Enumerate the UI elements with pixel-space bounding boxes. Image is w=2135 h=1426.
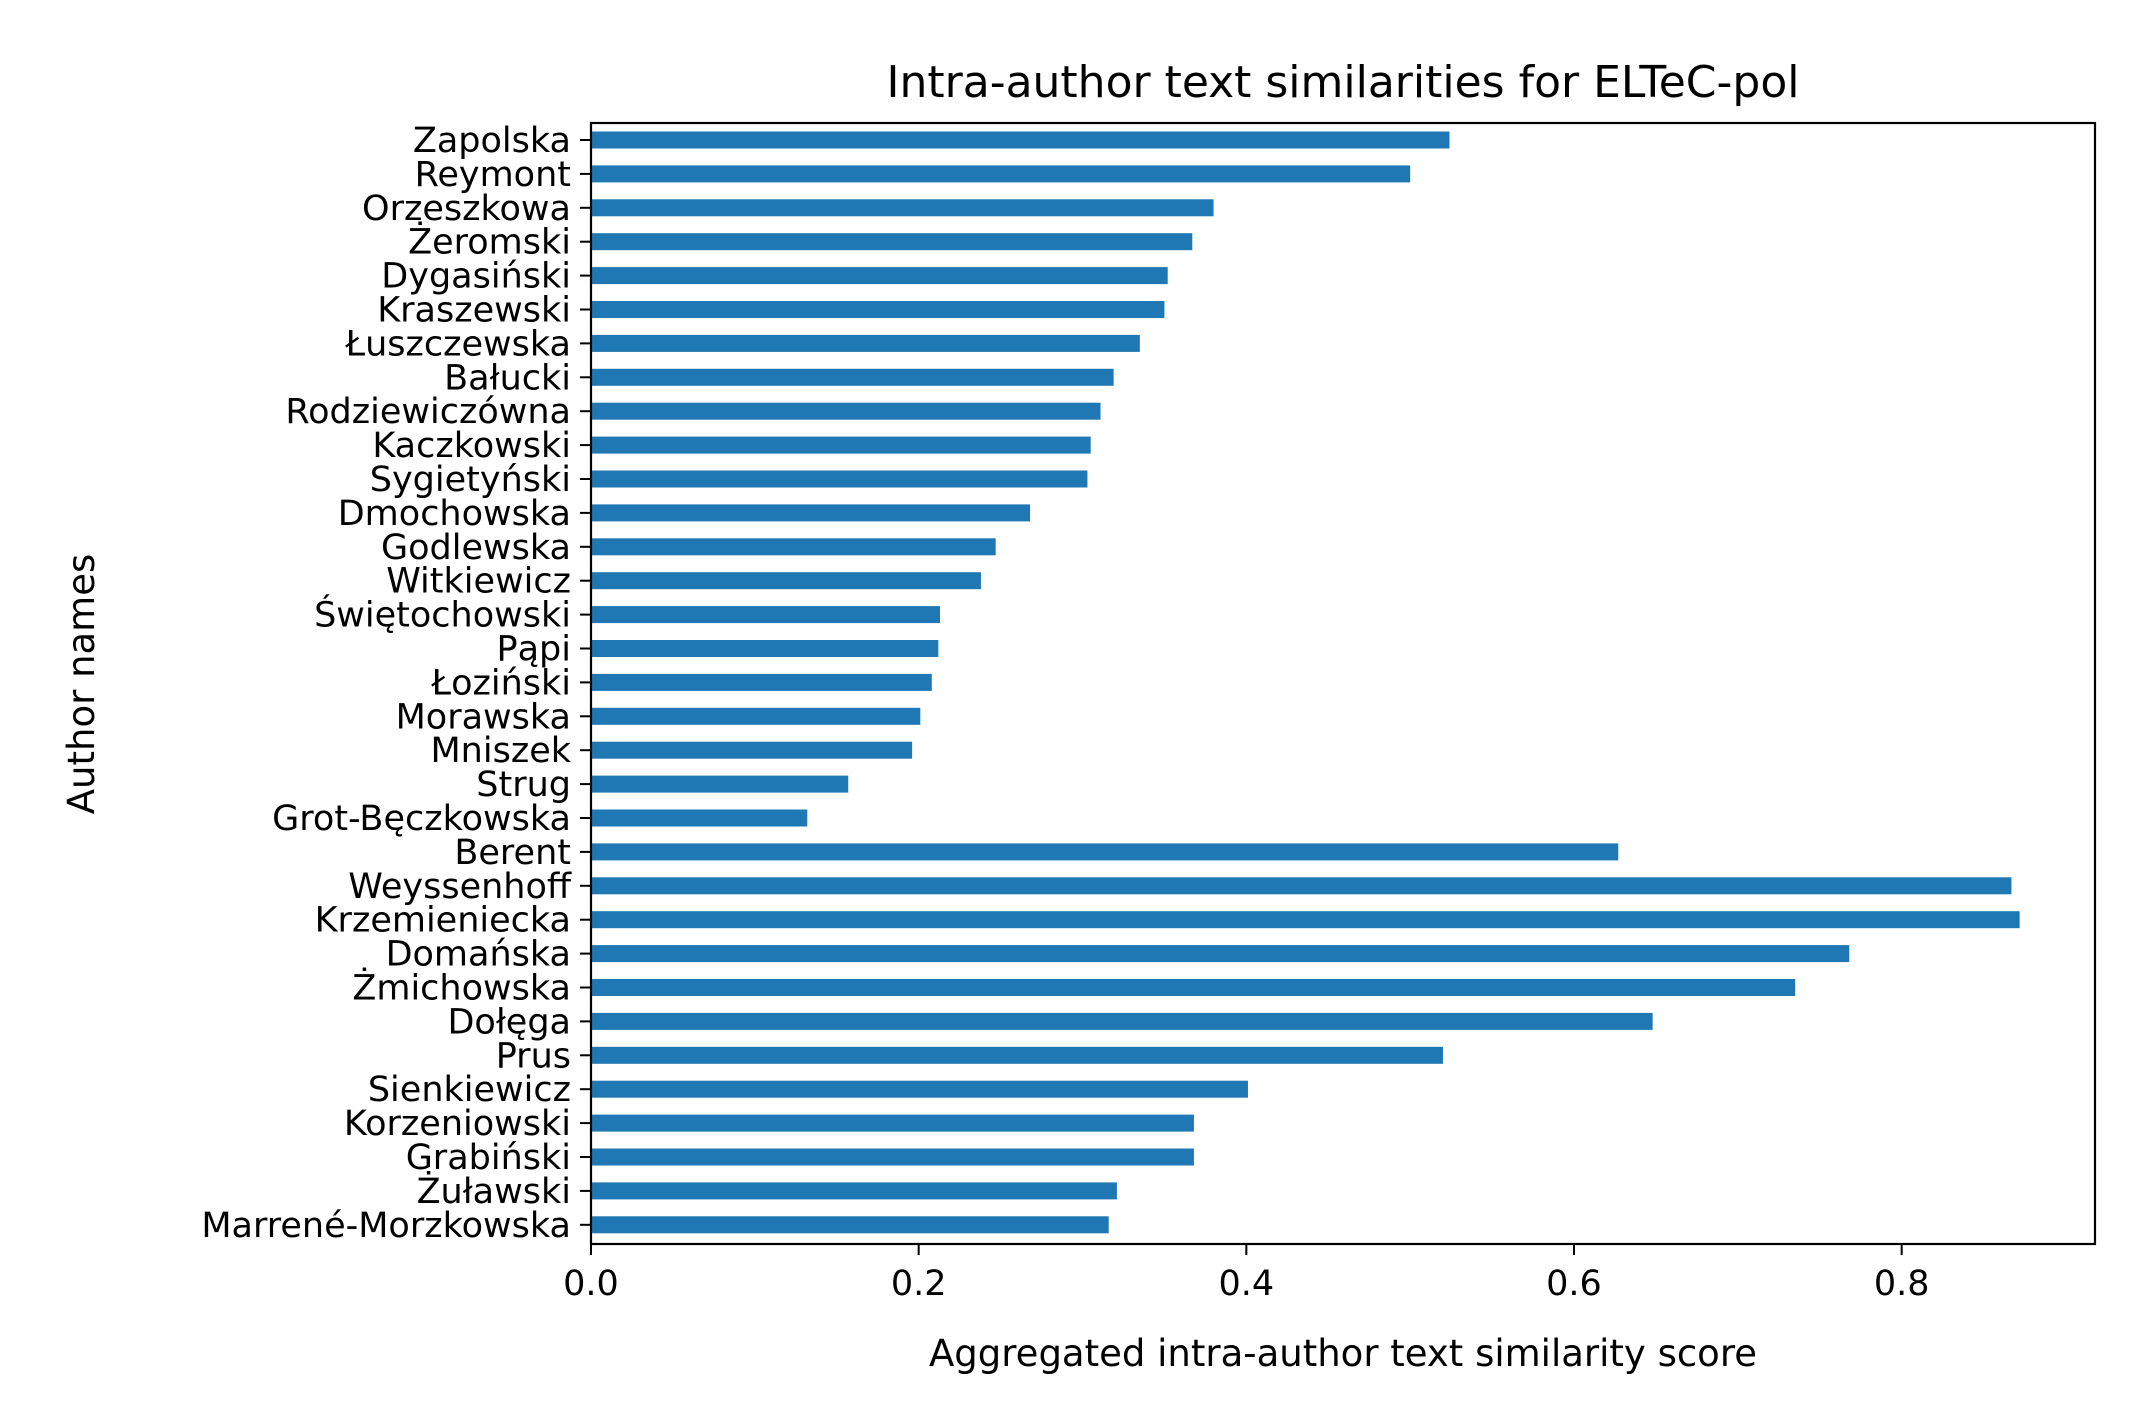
bar (591, 640, 939, 657)
y-tick-label: Pąpi (497, 630, 572, 670)
y-tick-label: Prus (496, 1036, 571, 1076)
y-axis-ticks: ZapolskaReymontOrzeszkowaŻeromskiDygasiń… (201, 121, 591, 1246)
x-tick-label: 0.2 (891, 1264, 947, 1304)
bar (591, 572, 981, 590)
y-tick-label: Krzemieniecka (315, 901, 571, 941)
y-tick-label: Żmichowska (352, 967, 571, 1009)
y-tick-label: Strug (476, 765, 571, 805)
x-tick-label: 0.0 (563, 1264, 619, 1304)
bar (591, 1012, 1653, 1030)
y-tick-label: Grabiński (406, 1138, 571, 1178)
bar (591, 334, 1140, 352)
bar (591, 267, 1168, 285)
y-tick-label: Sienkiewicz (368, 1070, 571, 1110)
y-tick-label: Godlewska (381, 528, 571, 568)
bar (591, 233, 1193, 251)
bar (591, 707, 921, 725)
bar (591, 1046, 1443, 1064)
y-tick-label: Mniszek (430, 731, 571, 771)
bar (591, 368, 1114, 386)
y-tick-label: Żeromski (408, 221, 571, 263)
y-tick-label: Dmochowska (338, 494, 571, 534)
y-tick-label: Marrené-Morzkowska (201, 1206, 571, 1246)
bar (591, 436, 1091, 454)
y-axis-label: Author names (60, 554, 103, 815)
bar (591, 979, 1796, 996)
y-tick-label: Korzeniowski (344, 1104, 571, 1144)
y-tick-label: Grot-Bęczkowska (272, 799, 571, 839)
chart-title: Intra-author text similarities for ELTeC… (887, 57, 1800, 108)
x-tick-label: 0.6 (1546, 1264, 1602, 1304)
y-tick-label: Reymont (415, 155, 571, 195)
bar (591, 843, 1619, 861)
y-tick-label: Kraszewski (377, 291, 571, 331)
bar (591, 165, 1411, 183)
y-tick-label: Sygietyński (370, 460, 571, 500)
bar (591, 1216, 1109, 1234)
x-tick-label: 0.4 (1219, 1264, 1275, 1304)
y-tick-label: Żuławski (417, 1170, 571, 1212)
y-tick-label: Berent (454, 833, 571, 873)
bar (591, 673, 932, 691)
y-tick-label: Witkiewicz (386, 562, 571, 602)
bar (591, 199, 1214, 217)
y-tick-label: Morawska (396, 697, 571, 737)
y-tick-label: Bałucki (444, 358, 571, 398)
bar (591, 131, 1450, 149)
y-tick-label: Łoziński (430, 663, 571, 703)
bar (591, 945, 1850, 963)
bar (591, 301, 1165, 318)
bar (591, 402, 1101, 420)
bars-layer (591, 131, 2020, 1234)
y-tick-label: Zapolska (413, 121, 571, 161)
bar (591, 470, 1088, 488)
bar (591, 1114, 1194, 1132)
bar (591, 606, 940, 624)
y-tick-label: Weyssenhoff (348, 867, 572, 907)
y-tick-label: Orzeszkowa (362, 189, 571, 229)
bar (591, 877, 2012, 895)
y-tick-label: Kaczkowski (372, 426, 571, 466)
bar (591, 504, 1031, 522)
bar (591, 1148, 1194, 1166)
y-tick-label: Dołęga (447, 1002, 571, 1042)
bar (591, 538, 996, 556)
bar (591, 1182, 1117, 1200)
bar (591, 911, 2020, 929)
y-tick-label: Rodziewiczówna (285, 392, 571, 432)
y-tick-label: Łuszczewska (344, 324, 571, 364)
bar (591, 775, 849, 793)
x-tick-label: 0.8 (1874, 1264, 1930, 1304)
bar (591, 1080, 1248, 1098)
bar (591, 809, 808, 827)
plot-area-frame (589, 121, 2097, 1246)
y-tick-label: Dygasiński (381, 257, 571, 297)
y-tick-label: Świętochowski (314, 594, 571, 636)
x-axis-label: Aggregated intra-author text similarity … (929, 1332, 1757, 1375)
bar (591, 741, 913, 759)
y-tick-label: Domańska (386, 935, 571, 975)
x-axis-ticks: 0.0 0.2 0.4 0.6 0.8 (563, 1244, 1930, 1304)
